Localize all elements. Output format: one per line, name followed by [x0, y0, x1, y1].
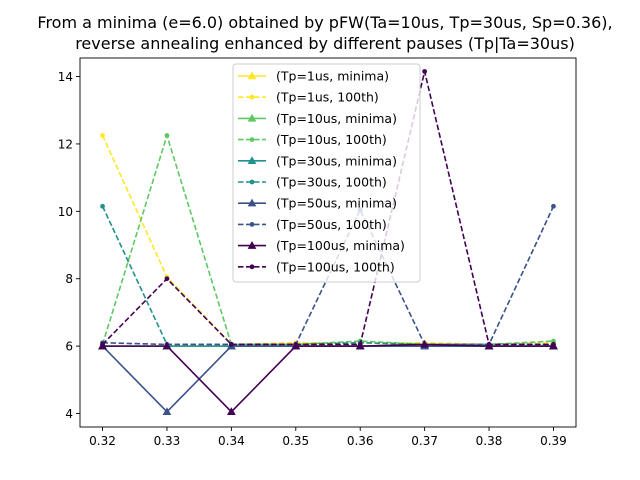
- legend-marker: [249, 222, 255, 227]
- y-tick-label: 10: [58, 205, 73, 219]
- data-point: [357, 342, 363, 347]
- legend-label: (Tp=1us, minima): [276, 69, 389, 84]
- data-point: [228, 342, 234, 347]
- legend-marker: [249, 137, 255, 143]
- legend-entry: (Tp=30us, minima): [238, 153, 397, 168]
- legend-entry: (Tp=10us, minima): [238, 111, 397, 126]
- data-point: [164, 133, 170, 138]
- series-line: [101, 70, 554, 346]
- axes: 0.32 0.33 0.34 0.35 0.36 0.37 0.38 0.39 4 6 8 10 12 1…: [58, 57, 577, 448]
- legend-entry: (Tp=1us, minima): [238, 69, 389, 84]
- legend-marker: [247, 156, 257, 165]
- legend-marker: [249, 94, 255, 100]
- y-tick-label: 14: [58, 70, 73, 84]
- legend-marker: [249, 179, 255, 185]
- legend-entry: (Tp=10us, 100th): [238, 132, 387, 147]
- y-tick-label: 12: [58, 137, 73, 151]
- data-point: [164, 276, 170, 282]
- legend-marker: [247, 198, 257, 207]
- legend-entry: (Tp=30us, 100th): [238, 175, 387, 190]
- legend-label: (Tp=30us, minima): [276, 153, 397, 168]
- legend-marker: [247, 113, 257, 122]
- legend-label: (Tp=100us, minima): [276, 238, 405, 253]
- x-tick-label: 0.33: [154, 434, 181, 448]
- x-tick-label: 0.38: [476, 434, 503, 448]
- data-point: [100, 342, 105, 347]
- data-point: [551, 203, 556, 209]
- chart-title: From a minima (e=6.0) obtained by pFW(Ta…: [37, 13, 612, 32]
- legend-entry: (Tp=50us, 100th): [238, 217, 387, 232]
- legend-marker: [249, 264, 255, 270]
- legend-marker: [247, 241, 257, 249]
- legend-entry: (Tp=100us, 100th): [238, 259, 395, 274]
- data-point: [422, 69, 428, 74]
- chart-subtitle: reverse annealing enhanced by different …: [75, 34, 575, 53]
- legend-label: (Tp=10us, minima): [276, 111, 397, 126]
- y-tick-label: 6: [65, 340, 73, 354]
- series-9: [100, 69, 556, 347]
- data-point: [162, 341, 172, 350]
- legend-label: (Tp=1us, 100th): [276, 90, 379, 105]
- legend-entry: (Tp=1us, 100th): [238, 90, 379, 105]
- data-point: [227, 407, 236, 416]
- legend-label: (Tp=30us, 100th): [276, 175, 387, 190]
- y-tick-label: 4: [65, 407, 73, 421]
- data-point: [420, 339, 429, 348]
- legend-label: (Tp=50us, minima): [276, 196, 397, 211]
- data-point: [551, 338, 556, 344]
- legend-label: (Tp=10us, 100th): [276, 132, 387, 147]
- x-tick-label: 0.36: [347, 434, 374, 448]
- legend-entry: (Tp=50us, minima): [238, 196, 397, 211]
- data-point: [100, 203, 105, 209]
- y-tick-label: 8: [65, 272, 73, 286]
- legend-entry: (Tp=100us, minima): [238, 238, 405, 253]
- legend-marker: [247, 71, 257, 80]
- axes-frame: [79, 57, 577, 428]
- x-tick-label: 0.32: [89, 434, 116, 448]
- series-line: [101, 135, 554, 346]
- data-point: [100, 133, 105, 138]
- series-line: [102, 343, 554, 413]
- x-tick-label: 0.37: [411, 434, 438, 448]
- legend-label: (Tp=100us, 100th): [276, 259, 395, 274]
- data-point: [293, 342, 299, 347]
- data-point: [551, 342, 556, 347]
- plot-area: [98, 69, 558, 416]
- x-tick-label: 0.35: [282, 434, 309, 448]
- legend-label: (Tp=50us, 100th): [276, 217, 387, 232]
- x-tick-label: 0.39: [540, 434, 567, 448]
- data-point: [162, 407, 172, 416]
- data-point: [486, 342, 492, 347]
- x-tick-label: 0.34: [218, 434, 245, 448]
- legend-box: [232, 63, 421, 283]
- legend: (Tp=1us, minima) (Tp=1us, 100th) (Tp=10us,…: [232, 63, 421, 283]
